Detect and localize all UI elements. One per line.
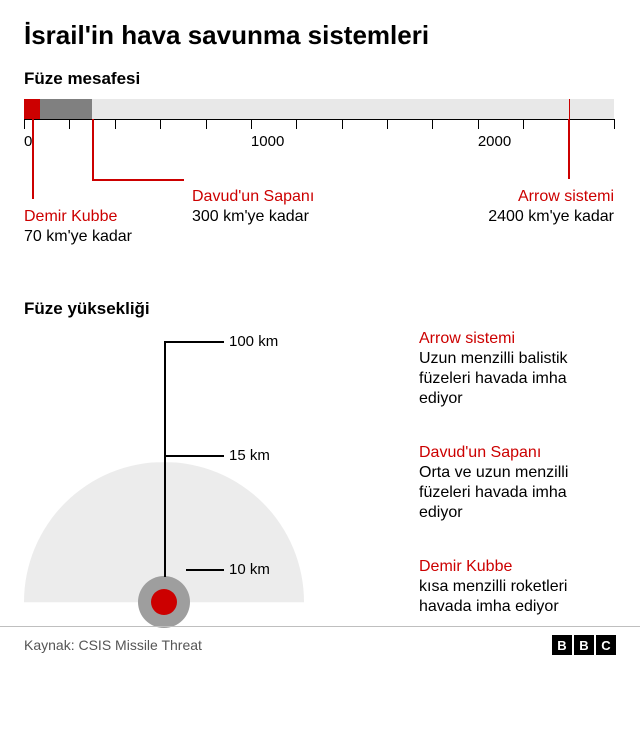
axis-tick	[115, 119, 116, 129]
axis-line	[24, 119, 614, 120]
altitude-leader	[164, 341, 166, 462]
range-track	[24, 99, 614, 119]
altitude-leader	[164, 341, 224, 343]
axis-tick	[432, 119, 433, 129]
range-system-label: Demir Kubbe70 km'ye kadar	[24, 207, 132, 247]
altitude-system: Davud'un SapanıOrta ve uzun menzilli füz…	[419, 443, 614, 523]
altitude-leader	[164, 455, 224, 457]
axis-tick	[206, 119, 207, 129]
range-system-label: Arrow sistemi2400 km'ye kadar	[469, 187, 614, 227]
altitude-leader	[186, 569, 224, 571]
source-text: Kaynak: CSIS Missile Threat	[24, 637, 202, 653]
altitude-system-desc: Uzun menzilli balistik füzeleri havada i…	[419, 349, 614, 409]
altitude-subtitle: Füze yüksekliği	[24, 299, 616, 319]
range-system-sub: 300 km'ye kadar	[192, 207, 314, 227]
altitude-system-name: Demir Kubbe	[419, 557, 614, 577]
range-segment	[24, 99, 40, 119]
axis-tick-label: 2000	[478, 133, 511, 150]
altitude-system-desc: Orta ve uzun menzilli füzeleri havada im…	[419, 463, 614, 523]
axis-tick	[251, 119, 252, 129]
range-system-name: Davud'un Sapanı	[192, 187, 314, 207]
range-marker	[568, 119, 570, 179]
axis-tick	[523, 119, 524, 129]
altitude-section: Füze yüksekliği 100 km Arrow sistemiUzun …	[24, 299, 616, 637]
bbc-c: C	[596, 635, 616, 655]
bbc-b2: B	[574, 635, 594, 655]
axis-tick	[24, 119, 25, 129]
axis-tick	[160, 119, 161, 129]
range-marker	[32, 119, 34, 199]
bbc-logo: B B C	[552, 635, 616, 655]
range-section: Füze mesafesi 010002000Demir Kubbe70 km'…	[24, 69, 616, 249]
range-system-name: Demir Kubbe	[24, 207, 132, 227]
axis-tick	[296, 119, 297, 129]
altitude-stage: 100 km Arrow sistemiUzun menzilli balisti…	[24, 327, 616, 637]
range-marker	[92, 119, 94, 179]
range-marker	[569, 99, 571, 119]
axis-tick	[387, 119, 388, 129]
altitude-arc	[151, 589, 177, 615]
range-axis: 010002000Demir Kubbe70 km'ye kadarDavud'…	[24, 99, 616, 249]
axis-tick-label: 1000	[251, 133, 284, 150]
altitude-km-label: 15 km	[229, 447, 270, 464]
range-system-sub: 2400 km'ye kadar	[469, 207, 614, 227]
altitude-system: Arrow sistemiUzun menzilli balistik füze…	[419, 329, 614, 409]
altitude-leader	[164, 455, 166, 577]
axis-tick	[69, 119, 70, 129]
altitude-system-name: Davud'un Sapanı	[419, 443, 614, 463]
range-system-sub: 70 km'ye kadar	[24, 227, 132, 247]
range-marker-elbow	[92, 179, 184, 181]
altitude-km-label: 100 km	[229, 333, 278, 350]
altitude-km-label: 10 km	[229, 561, 270, 578]
axis-tick	[478, 119, 479, 129]
range-system-label: Davud'un Sapanı300 km'ye kadar	[192, 187, 314, 227]
range-system-name: Arrow sistemi	[469, 187, 614, 207]
page-title: İsrail'in hava savunma sistemleri	[24, 20, 616, 51]
range-subtitle: Füze mesafesi	[24, 69, 616, 89]
altitude-system-desc: kısa menzilli roketleri havada imha ediy…	[419, 577, 614, 617]
axis-tick	[342, 119, 343, 129]
axis-tick	[614, 119, 615, 129]
footer: Kaynak: CSIS Missile Threat B B C	[0, 626, 640, 655]
bbc-b1: B	[552, 635, 572, 655]
altitude-system-name: Arrow sistemi	[419, 329, 614, 349]
range-segment	[40, 99, 92, 119]
altitude-system: Demir Kubbekısa menzilli roketleri havad…	[419, 557, 614, 617]
